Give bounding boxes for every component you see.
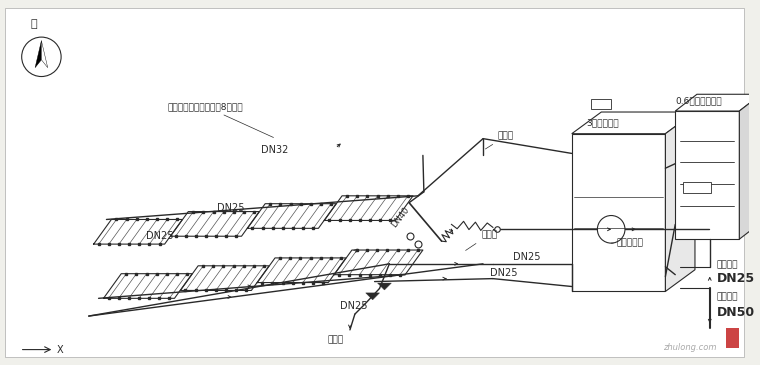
Text: 北: 北 <box>30 19 36 29</box>
Text: DN40: DN40 <box>389 205 411 230</box>
Polygon shape <box>739 94 760 239</box>
FancyBboxPatch shape <box>5 8 744 357</box>
Text: DN25: DN25 <box>490 268 518 278</box>
FancyBboxPatch shape <box>572 134 666 291</box>
Text: 3吨蓄热水箱: 3吨蓄热水箱 <box>587 118 619 127</box>
Polygon shape <box>572 112 695 134</box>
Text: 大阳能排排联管集热器8台阵列: 大阳能排排联管集热器8台阵列 <box>168 102 274 138</box>
Text: DN32: DN32 <box>261 146 289 155</box>
Text: DN50: DN50 <box>717 306 755 319</box>
Text: DN25: DN25 <box>217 203 245 213</box>
Polygon shape <box>366 293 379 300</box>
Polygon shape <box>41 41 48 68</box>
Text: zhulong.com: zhulong.com <box>663 343 717 351</box>
Polygon shape <box>378 283 391 290</box>
Text: 高温点: 高温点 <box>486 132 514 149</box>
FancyBboxPatch shape <box>683 181 711 193</box>
FancyBboxPatch shape <box>675 111 739 239</box>
Polygon shape <box>675 94 760 111</box>
Polygon shape <box>726 328 739 347</box>
Polygon shape <box>35 41 41 68</box>
Text: DN25: DN25 <box>512 252 540 262</box>
Text: 浴室进水: 浴室进水 <box>717 292 738 301</box>
Text: 0.6吨电加热水箱: 0.6吨电加热水箱 <box>675 97 722 106</box>
Text: 浴室回水: 浴室回水 <box>717 260 738 269</box>
Text: DN25: DN25 <box>340 301 368 311</box>
Text: 低温点: 低温点 <box>466 230 497 250</box>
Polygon shape <box>666 112 695 291</box>
Text: DN25: DN25 <box>717 272 755 285</box>
Text: DN25: DN25 <box>146 231 173 241</box>
Text: 洗浴循环泵: 洗浴循环泵 <box>611 238 643 247</box>
FancyBboxPatch shape <box>591 99 611 109</box>
Text: X: X <box>57 345 64 354</box>
Text: 20KW 电加热: 20KW 电加热 <box>0 364 1 365</box>
Text: 自来水: 自来水 <box>327 335 344 344</box>
